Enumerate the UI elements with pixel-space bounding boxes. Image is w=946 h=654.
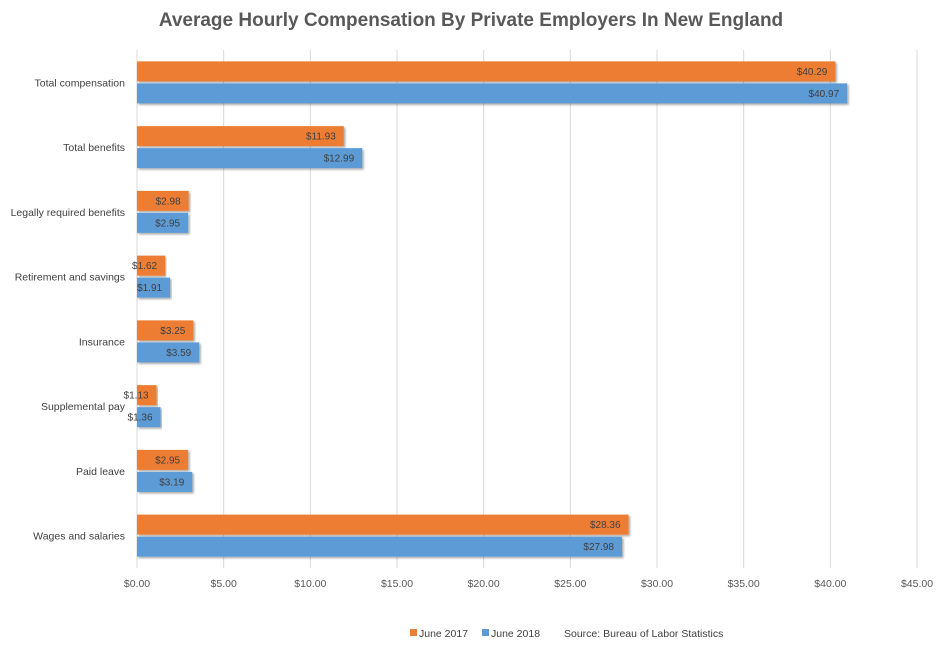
bar-june-2018: [137, 342, 200, 363]
x-tick-label: $10.00: [294, 578, 326, 590]
bar-june-2018: [137, 83, 848, 104]
data-label: $40.97: [809, 89, 840, 100]
data-label: $1.36: [128, 413, 153, 424]
category-labels: Total compensation Total benefits Legally …: [11, 77, 126, 542]
category-label: Total compensation: [35, 77, 126, 89]
bar-june-2017: [137, 126, 344, 147]
data-label: $11.93: [306, 132, 336, 143]
bar-june-2017: [137, 320, 194, 341]
data-label: $2.95: [155, 455, 180, 466]
bar-june-2018: [137, 277, 171, 298]
x-tick-label: $20.00: [468, 578, 500, 590]
x-tick-label: $5.00: [211, 578, 237, 590]
category-label: Wages and salaries: [33, 531, 125, 543]
x-tick-label: $0.00: [124, 578, 150, 590]
legend-swatch-june-2018: [482, 629, 489, 636]
bar-june-2018: [137, 471, 193, 492]
legend-label-june-2018: June 2018: [491, 628, 540, 640]
data-label: $2.98: [156, 196, 181, 207]
bar-june-2017: [137, 385, 157, 406]
category-label: Retirement and savings: [15, 272, 125, 284]
data-label: $28.36: [590, 520, 621, 531]
category-label: Supplemental pay: [41, 401, 126, 413]
data-label: $3.59: [166, 348, 191, 359]
bar-june-2017: [137, 255, 166, 276]
data-label: $12.99: [324, 154, 355, 165]
data-label: $27.98: [583, 542, 614, 553]
x-tick-label: $40.00: [814, 578, 846, 590]
data-label: $1.91: [137, 283, 162, 294]
source-note: Source: Bureau of Labor Statistics: [564, 628, 723, 640]
data-label: $3.19: [159, 477, 184, 488]
x-tick-labels: $0.00 $5.00 $10.00 $15.00 $20.00 $25.00 $30.00…: [124, 578, 933, 590]
chart-title: Average Hourly Compensation By Private E…: [159, 10, 783, 31]
legend: June 2017 June 2018 Source: Bureau of Labo…: [410, 628, 723, 640]
category-label: Paid leave: [76, 466, 125, 478]
x-tick-label: $25.00: [554, 578, 586, 590]
bar-june-2018: [137, 536, 622, 557]
bar-june-2017: [137, 61, 836, 82]
data-label: $1.13: [124, 391, 149, 402]
bar-june-2018: [137, 212, 189, 233]
x-tick-label: $15.00: [381, 578, 413, 590]
x-tick-label: $35.00: [728, 578, 760, 590]
data-label: $2.95: [155, 218, 180, 229]
legend-label-june-2017: June 2017: [419, 628, 468, 640]
bars: $40.29 $40.97 $11.93 $12.99 $2.98 $2.95 $1.62 $…: [124, 61, 848, 557]
bar-june-2018: [137, 148, 363, 169]
legend-swatch-june-2017: [410, 629, 417, 636]
data-label: $1.62: [132, 261, 157, 272]
data-label: $40.29: [797, 67, 828, 78]
bar-june-2017: [137, 449, 189, 470]
bar-june-2017: [137, 190, 189, 211]
data-label: $3.25: [160, 326, 185, 337]
category-label: Total benefits: [63, 142, 125, 154]
bar-june-2017: [137, 514, 629, 535]
x-tick-label: $45.00: [901, 578, 933, 590]
category-label: Legally required benefits: [11, 207, 125, 219]
x-tick-label: $30.00: [641, 578, 673, 590]
bar-june-2018: [137, 407, 161, 428]
category-label: Insurance: [79, 336, 125, 348]
